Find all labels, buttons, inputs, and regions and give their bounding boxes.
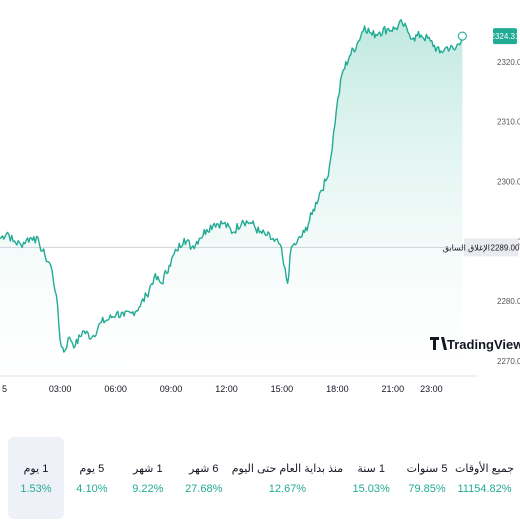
period-tab[interactable]: 5 يوم 4.10% — [64, 437, 120, 519]
x-tick-label: 15:00 — [271, 384, 294, 394]
tradingview-wordmark: TradingView — [447, 337, 520, 352]
x-tick-label: 5 — [2, 384, 7, 394]
period-tab[interactable]: 6 شهر 27.68% — [176, 437, 232, 519]
period-label: 6 شهر — [188, 462, 219, 475]
x-tick-label: 06:00 — [104, 384, 127, 394]
tradingview-icon — [430, 337, 447, 350]
period-change-value: 79.85% — [408, 482, 446, 495]
y-tick-label: 2320.00 — [497, 58, 520, 67]
period-change-value: 27.68% — [185, 482, 223, 495]
period-label: 1 شهر — [133, 462, 163, 475]
y-tick-label: 2270.00 — [497, 357, 520, 366]
period-change-value: 4.10% — [76, 482, 108, 495]
period-label: منذ بداية العام حتى اليوم — [231, 462, 344, 475]
previous-close-value: 2289.00 — [491, 243, 520, 252]
x-tick-label: 18:00 — [326, 384, 349, 394]
period-label: 5 سنوات — [406, 462, 448, 475]
x-tick-label: 03:00 — [49, 384, 72, 394]
y-tick-label: 2300.00 — [497, 178, 520, 187]
y-tick-label: 2310.00 — [497, 118, 520, 127]
y-tick-label: 2280.00 — [497, 297, 520, 306]
last-price-marker — [457, 31, 467, 41]
period-tab[interactable]: 1 يوم 1.53% — [8, 437, 64, 519]
previous-close-text: الإغلاق السابق — [443, 243, 490, 252]
x-tick-label: 23:00 — [420, 384, 443, 394]
period-tab[interactable]: جميع الأوقات 11154.82% — [455, 437, 514, 519]
period-label: 5 يوم — [79, 462, 105, 475]
period-label: 1 سنة — [357, 462, 385, 475]
price-series-line[interactable] — [0, 19, 464, 353]
price-area-fill — [0, 19, 463, 376]
x-tick-label: 12:00 — [215, 384, 238, 394]
period-change-value: 12.67% — [268, 482, 307, 495]
previous-close-tag — [464, 238, 518, 257]
period-change-value: 1.53% — [20, 482, 52, 495]
period-change-value: 9.22% — [132, 482, 164, 495]
period-change-value: 11154.82% — [457, 482, 512, 495]
last-price-tag — [493, 28, 517, 45]
period-label: جميع الأوقات — [455, 462, 514, 475]
period-tab[interactable]: 5 سنوات 79.85% — [399, 437, 455, 519]
period-label: 1 يوم — [23, 462, 49, 475]
price-chart[interactable]: 2270.002280.002290.002300.002310.002320.… — [0, 0, 520, 410]
performance-periods: 1 يوم 1.53% 5 يوم 4.10% 1 شهر 9.22% 6 شهر 27.68… — [8, 437, 514, 519]
period-tab[interactable]: 1 سنة 15.03% — [343, 437, 399, 519]
last-price-label: 2324.31 — [491, 32, 520, 41]
period-tab[interactable]: 1 شهر 9.22% — [120, 437, 176, 519]
tradingview-logo[interactable]: TradingView — [430, 337, 520, 352]
period-change-value: 15.03% — [352, 482, 390, 495]
x-tick-label: 09:00 — [160, 384, 183, 394]
period-tab[interactable]: منذ بداية العام حتى اليوم 12.67% — [232, 437, 343, 519]
x-tick-label: 21:00 — [382, 384, 405, 394]
